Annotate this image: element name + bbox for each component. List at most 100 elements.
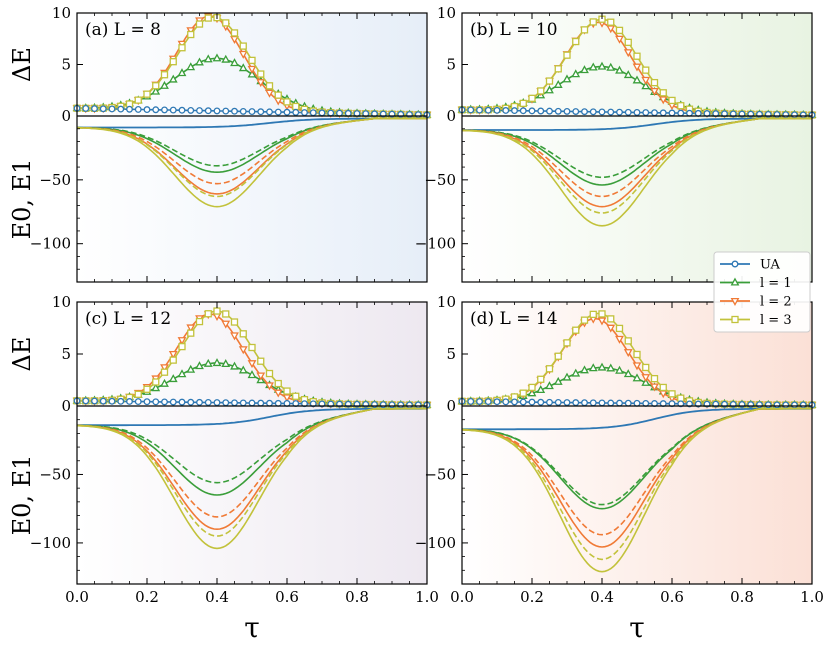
marker-l1 <box>221 54 231 63</box>
lower-y-tick-label: −100 <box>30 235 71 253</box>
marker-UA <box>344 109 352 117</box>
marker-l3 <box>283 387 291 395</box>
marker-UA <box>213 107 221 115</box>
x-axis-label-right: τ <box>629 611 645 644</box>
marker-l2 <box>265 382 274 391</box>
marker-l1 <box>238 365 248 374</box>
marker-l1 <box>177 369 187 378</box>
marker-l1 <box>597 61 607 70</box>
marker-l3 <box>633 350 641 359</box>
upper-y-tick-label: 0 <box>446 107 456 125</box>
marker-l2 <box>658 96 668 105</box>
marker-l3 <box>519 389 527 397</box>
marker-l3 <box>607 18 615 26</box>
marker-l3 <box>554 352 562 360</box>
marker-l1 <box>615 365 624 374</box>
chart-legend: UA l = 1 l = 2 l = 3 <box>713 251 811 333</box>
marker-l1 <box>186 62 196 71</box>
marker-UA <box>204 107 212 115</box>
marker-UA <box>143 106 151 114</box>
marker-UA <box>589 399 597 407</box>
marker-l3 <box>677 102 685 110</box>
lower-series-l3-E0 <box>76 117 427 208</box>
marker-l1 <box>606 363 616 372</box>
marker-UA <box>222 107 230 115</box>
marker-l3 <box>563 339 571 347</box>
legend-label: l = 1 <box>760 276 792 291</box>
marker-UA <box>178 106 186 114</box>
marker-UA <box>91 397 98 405</box>
marker-l3 <box>545 365 554 373</box>
marker-l2 <box>606 324 616 333</box>
marker-l3 <box>624 337 632 345</box>
marker-l3 <box>650 374 659 383</box>
legend-label: l = 3 <box>760 313 792 328</box>
marker-l3 <box>178 342 186 351</box>
marker-l2 <box>238 346 248 355</box>
marker-l1 <box>632 373 642 382</box>
marker-l2 <box>597 317 607 326</box>
marker-UA <box>213 399 221 407</box>
marker-l3 <box>230 318 239 326</box>
marker-UA <box>554 107 562 115</box>
marker-l3 <box>624 38 632 46</box>
marker-l3 <box>178 44 186 52</box>
x-tick-label: 1.0 <box>800 588 824 606</box>
marker-l3 <box>160 368 169 376</box>
marker-UA <box>239 399 247 407</box>
marker-UA <box>799 401 807 409</box>
marker-l3 <box>580 316 589 324</box>
marker-l1 <box>230 361 239 370</box>
marker-l1 <box>168 74 178 83</box>
marker-UA <box>222 399 230 407</box>
marker-l3 <box>187 30 195 39</box>
marker-l2 <box>186 324 196 333</box>
marker-UA <box>616 108 623 116</box>
x-tick-label: 0.4 <box>205 588 229 606</box>
upper-y-tick-label: 10 <box>52 4 71 22</box>
marker-UA <box>91 105 98 113</box>
lower-y-axis-label: E0, E1 <box>8 159 36 240</box>
marker-l3 <box>213 307 221 315</box>
marker-l3 <box>230 29 239 37</box>
marker-UA <box>589 108 597 116</box>
marker-l1 <box>588 62 598 71</box>
marker-l2 <box>230 332 239 341</box>
marker-UA <box>117 105 125 113</box>
marker-UA <box>371 110 378 118</box>
marker-UA <box>607 108 615 116</box>
marker-l3 <box>257 70 265 78</box>
marker-UA <box>274 108 282 116</box>
marker-l3 <box>572 326 580 334</box>
marker-l2 <box>650 383 659 392</box>
marker-l3 <box>668 390 676 398</box>
marker-UA <box>484 398 492 406</box>
marker-UA <box>493 398 501 406</box>
panel-label: (c) L = 12 <box>85 309 171 329</box>
marker-UA <box>756 401 763 409</box>
lower-series-UA <box>77 407 427 427</box>
marker-l3 <box>204 310 212 318</box>
marker-l3 <box>545 77 554 85</box>
marker-UA <box>248 108 256 116</box>
marker-UA <box>581 399 588 407</box>
x-tick-label: 0.0 <box>65 588 89 606</box>
marker-l1 <box>168 374 178 383</box>
marker-UA <box>616 399 623 407</box>
marker-UA <box>169 106 177 114</box>
marker-UA <box>528 398 536 406</box>
marker-l1 <box>247 69 257 78</box>
marker-UA <box>607 399 615 407</box>
marker-UA <box>782 401 790 409</box>
marker-UA <box>414 401 422 409</box>
legend-label: l = 2 <box>760 295 792 310</box>
x-tick-label: 0.2 <box>135 588 159 606</box>
marker-l2 <box>265 89 274 98</box>
marker-UA <box>519 107 527 115</box>
marker-l3 <box>563 51 571 59</box>
marker-l3 <box>292 392 300 400</box>
x-tick-label: 0.8 <box>730 588 754 606</box>
marker-l1 <box>632 75 642 84</box>
panel-background <box>77 13 427 282</box>
marker-l1 <box>177 68 187 77</box>
